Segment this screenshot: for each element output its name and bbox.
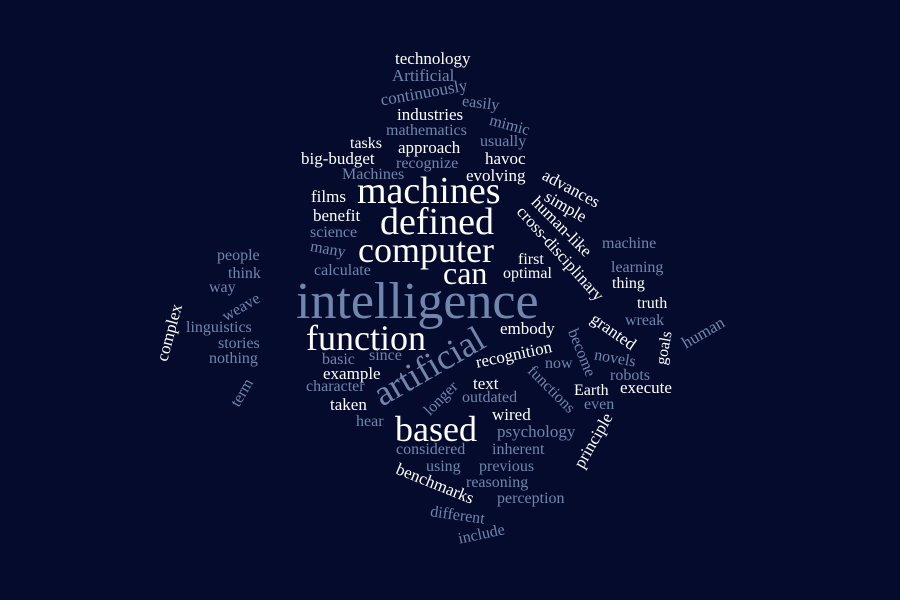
word-computer: computer <box>358 230 494 270</box>
word-many: many <box>308 238 347 261</box>
word-science: science <box>310 224 358 241</box>
word-even: even <box>584 396 615 413</box>
word-tasks: tasks <box>350 135 382 152</box>
word-hear: hear <box>356 413 384 430</box>
word-technology: technology <box>395 49 471 68</box>
word-linguistics: linguistics <box>186 319 252 336</box>
word-optimal: optimal <box>503 265 552 282</box>
word-robots: robots <box>610 367 650 384</box>
word-stories: stories <box>218 335 260 352</box>
word-artificial-capitalized: Artificial <box>392 66 455 85</box>
word-machine: machine <box>602 235 657 252</box>
word-function: function <box>306 318 426 358</box>
word-recognize: recognize <box>396 155 459 172</box>
word-evolving: evolving <box>466 166 526 185</box>
word-using: using <box>426 458 461 475</box>
word-example: example <box>323 364 381 383</box>
word-industries: industries <box>397 105 464 124</box>
word-embody: embody <box>500 319 555 338</box>
word-taken: taken <box>330 395 367 414</box>
word-perception: perception <box>497 490 565 507</box>
word-machines: machines <box>357 170 501 212</box>
word-previous: previous <box>479 458 535 475</box>
word-earth: Earth <box>574 382 609 399</box>
word-calculate: calculate <box>314 262 371 279</box>
word-usually: usually <box>480 133 527 150</box>
word-benefit: benefit <box>313 206 361 225</box>
word-intelligence: intelligence <box>296 273 539 330</box>
word-mathematics: mathematics <box>386 122 467 139</box>
word-machines-capitalized: Machines <box>342 166 405 183</box>
word-inherent: inherent <box>492 441 545 458</box>
word-goals: goals <box>653 329 676 367</box>
word-films: films <box>311 187 346 206</box>
word-complex: complex <box>152 301 187 364</box>
word-include: include <box>456 521 507 548</box>
word-principle: principle <box>569 409 617 472</box>
word-approach: approach <box>398 138 461 157</box>
word-defined: defined <box>380 201 494 243</box>
word-reasoning: reasoning <box>466 474 529 491</box>
word-thing: thing <box>612 275 645 292</box>
word-execute: execute <box>620 378 672 397</box>
word-different: different <box>429 503 486 528</box>
word-can: can <box>443 255 488 291</box>
word-based: based <box>395 409 477 449</box>
word-since: since <box>369 347 402 364</box>
word-first: first <box>518 251 544 268</box>
word-psychology: psychology <box>497 422 576 441</box>
word-easily: easily <box>461 92 501 115</box>
word-nothing: nothing <box>209 350 258 367</box>
word-wreak: wreak <box>625 312 665 329</box>
word-big-budget: big-budget <box>301 149 375 168</box>
word-havoc: havoc <box>485 149 526 168</box>
word-character: character <box>306 378 365 395</box>
word-term: term <box>227 375 257 410</box>
word-text: text <box>473 374 499 393</box>
word-now: now <box>545 355 573 372</box>
word-way: way <box>209 279 236 296</box>
word-basic: basic <box>322 351 355 368</box>
word-human: human <box>678 312 728 353</box>
word-considered: considered <box>396 441 466 458</box>
word-think: think <box>228 265 261 282</box>
word-people: people <box>217 247 260 264</box>
word-truth: truth <box>637 295 668 312</box>
word-wired: wired <box>492 405 531 424</box>
word-learning: learning <box>611 259 664 276</box>
word-outdated: outdated <box>462 389 518 406</box>
